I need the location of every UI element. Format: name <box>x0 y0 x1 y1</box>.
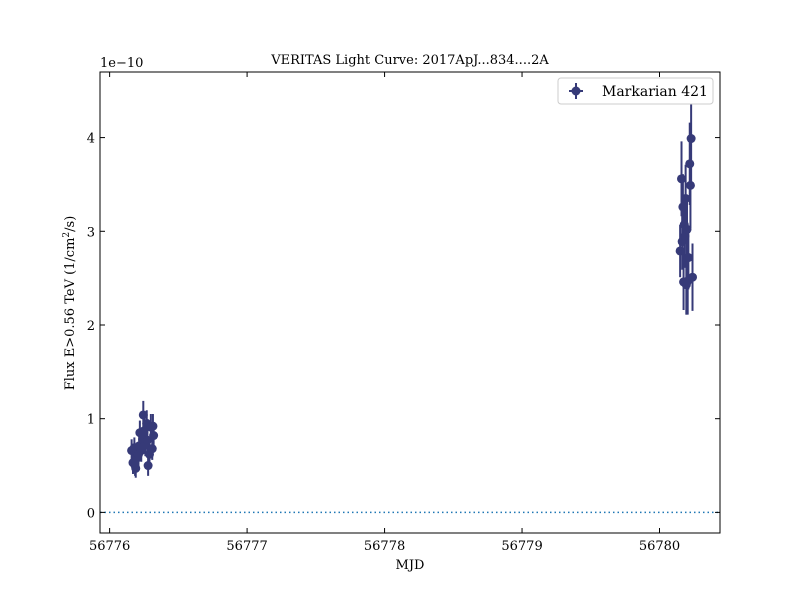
x-tick-label: 56777 <box>226 539 267 554</box>
data-point <box>142 435 152 445</box>
data-point <box>686 134 696 144</box>
data-point <box>148 421 158 431</box>
legend: Markarian 421 <box>557 77 714 105</box>
x-tick-label: 56778 <box>364 539 405 554</box>
plot-frame <box>99 71 721 534</box>
data-point <box>685 180 695 190</box>
data-point <box>677 174 687 184</box>
x-tick-label: 56776 <box>89 539 130 554</box>
y-axis-label: Flux E>0.56 TeV (1/cm2/s) <box>62 216 78 391</box>
data-point <box>685 159 695 169</box>
legend-marker-dot <box>571 86 581 96</box>
data-point <box>138 410 148 420</box>
x-axis-label: MJD <box>396 558 425 573</box>
chart-title: VERITAS Light Curve: 2017ApJ...834....2A <box>270 53 549 68</box>
legend-label: Markarian 421 <box>602 84 708 100</box>
plot-area: 56776 56777 56778 56779 56780 0 1 2 3 4 <box>87 71 721 554</box>
y-offset-label: 1e−10 <box>100 56 143 71</box>
data-point <box>149 431 159 441</box>
y-axis-label-superscript: 2 <box>62 232 72 238</box>
data-point <box>682 224 692 234</box>
data-point <box>143 461 153 471</box>
data-point <box>139 426 149 436</box>
data-point <box>678 202 688 212</box>
data-point <box>688 272 698 282</box>
y-tick-label: 0 <box>87 506 95 521</box>
y-tick-label: 2 <box>87 319 95 334</box>
series-0 <box>127 93 698 478</box>
y-tick-label: 4 <box>87 132 95 147</box>
data-point <box>681 193 691 203</box>
y-axis-label-tail: /s) <box>63 216 78 232</box>
data-point <box>131 463 141 473</box>
y-tick-label: 3 <box>87 225 95 240</box>
legend-box <box>557 77 714 105</box>
x-tick-label: 56780 <box>639 539 680 554</box>
x-tick-label: 56779 <box>501 539 542 554</box>
data-point <box>147 444 157 454</box>
data-point <box>683 253 693 263</box>
y-tick-label: 1 <box>87 413 95 428</box>
data-point <box>675 246 685 256</box>
y-axis-label-main: Flux E>0.56 TeV (1/cm <box>63 238 78 391</box>
